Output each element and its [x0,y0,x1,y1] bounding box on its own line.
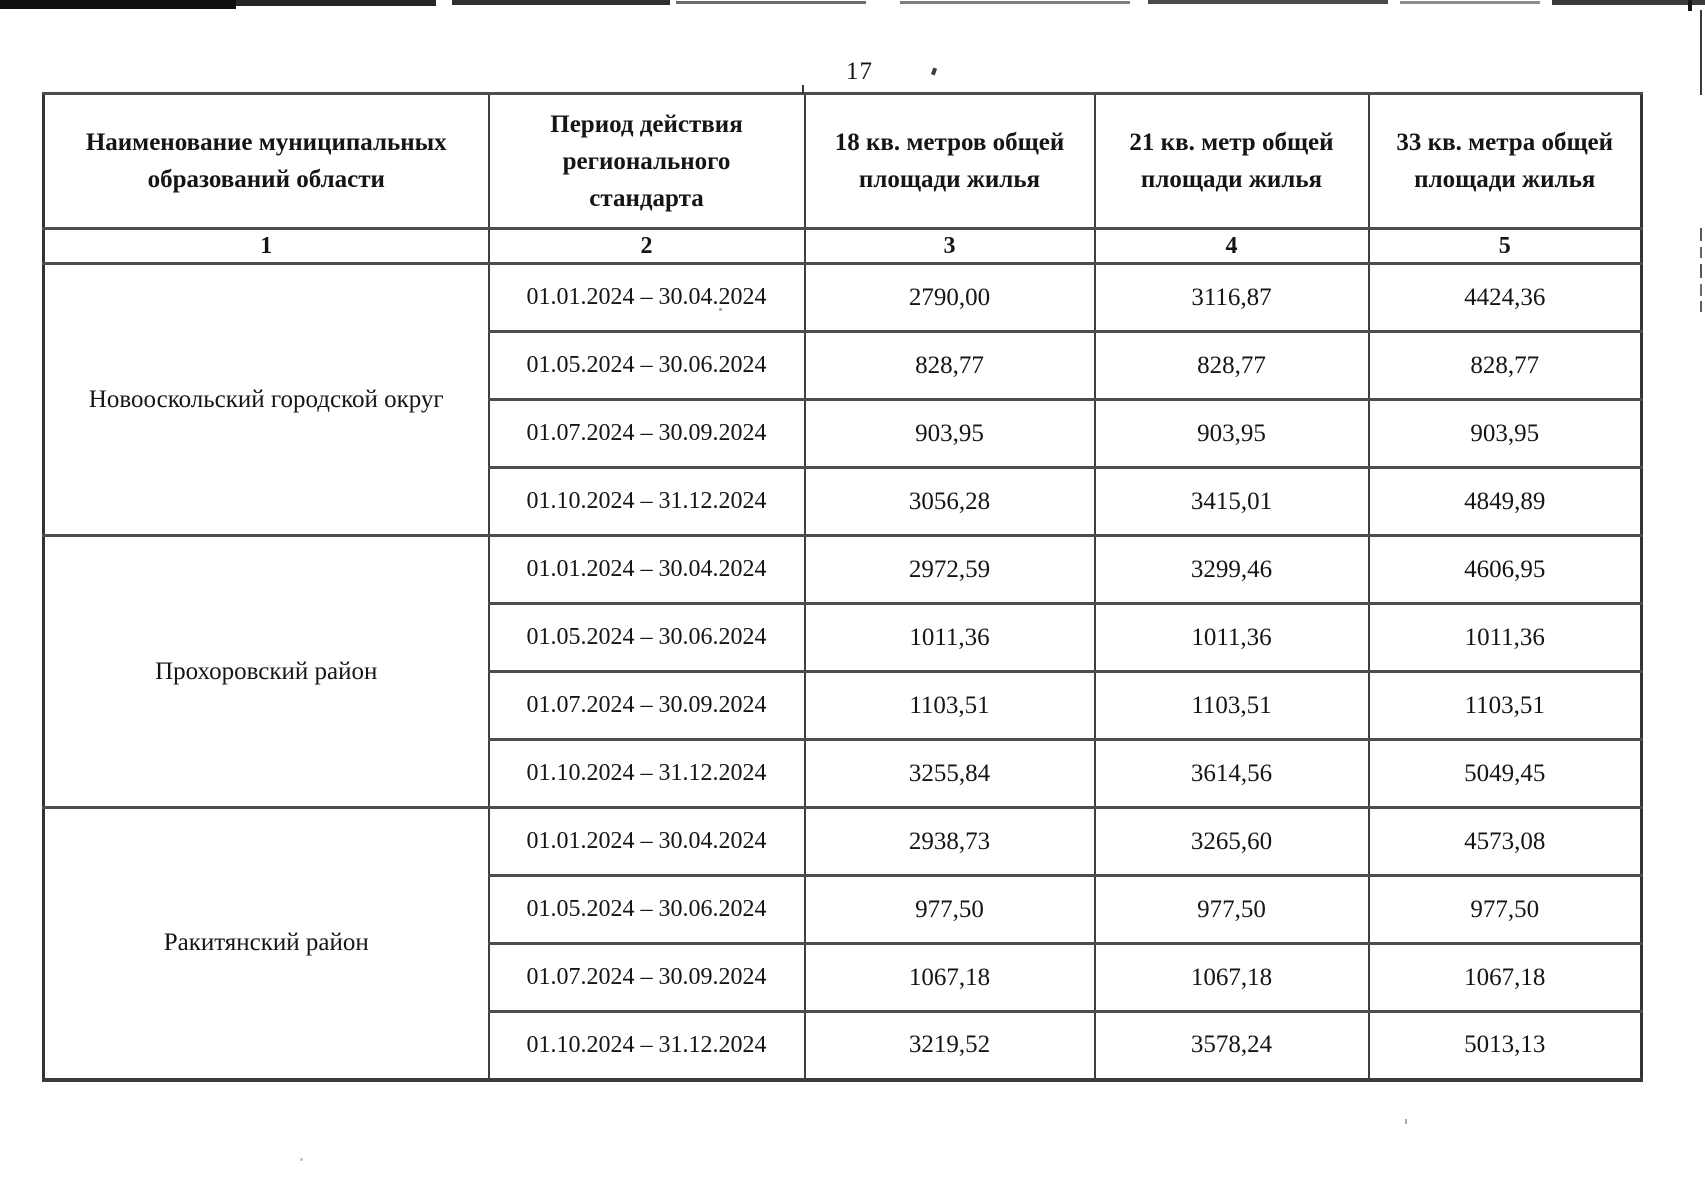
value-cell-21: 3578,24 [1093,1010,1370,1081]
period-cell: 01.10.2024 – 31.12.2024 [487,466,806,537]
value-cell-21: 3415,01 [1093,466,1370,537]
value-cell-18: 2938,73 [803,806,1096,877]
value-cell-33: 4424,36 [1367,262,1643,333]
period-cell: 01.05.2024 – 30.06.2024 [487,330,806,401]
period-cell: 01.01.2024 – 30.04.2024 [487,806,806,877]
header-municipality: Наименование муниципальных образований о… [42,92,490,230]
table-row: 01.05.2024 – 30.06.2024 828,77 828,77 82… [44,330,1643,401]
value-cell-18: 2972,59 [803,534,1096,605]
municipality-cell: Прохоровский район [42,534,490,809]
scan-artifact-top-band [0,0,236,9]
table-row: 01.10.2024 – 31.12.2024 3219,52 3578,24 … [44,1010,1643,1081]
value-cell-33: 4849,89 [1367,466,1643,537]
value-cell-18: 3219,52 [803,1010,1096,1081]
period-cell: 01.01.2024 – 30.04.2024 [487,534,806,605]
value-cell-21: 977,50 [1093,874,1370,945]
scan-artifact-right-dash [1700,228,1702,241]
scan-artifact-right-dash [1700,264,1702,278]
municipality-cell: Новооскольский городской округ [42,262,490,537]
table-row: 01.05.2024 – 30.06.2024 977,50 977,50 97… [44,874,1643,945]
page-number: 17 [846,58,873,85]
scan-artifact-right-dash [1700,301,1702,312]
table-row: 01.07.2024 – 30.09.2024 903,95 903,95 90… [44,398,1643,469]
table-row: Ракитянский район 01.01.2024 – 30.04.202… [42,806,1643,1081]
value-cell-33: 1011,36 [1367,602,1643,673]
header-33sqm: 33 кв. метра общей площади жилья [1367,92,1643,230]
scan-artifact-right-line [1700,10,1702,95]
header-period: Период действия регионального стандарта [487,92,806,230]
municipality-cell: Ракитянский район [42,806,490,1081]
table-row: 01.10.2024 – 31.12.2024 3056,28 3415,01 … [44,466,1643,537]
scan-artifact-top-band [452,0,670,5]
scan-artifact-top-band [900,1,1130,4]
value-cell-21: 903,95 [1093,398,1370,469]
value-cell-33: 5049,45 [1367,738,1643,809]
value-cell-33: 5013,13 [1367,1010,1643,1081]
value-cell-33: 977,50 [1367,874,1643,945]
value-cell-21: 3614,56 [1093,738,1370,809]
table-row: Прохоровский район 01.01.2024 – 30.04.20… [42,534,1643,809]
period-cell: 01.10.2024 – 31.12.2024 [487,738,806,809]
period-cell: 01.05.2024 – 30.06.2024 [487,874,806,945]
scan-artifact-tick [930,67,938,76]
scan-artifact-speck [300,1158,303,1161]
value-cell-18: 1011,36 [803,602,1096,673]
scan-artifact-right-dash [1700,247,1702,258]
scan-artifact-top-band [236,0,436,6]
scan-artifact-right-dash [1700,284,1702,296]
value-cell-21: 1011,36 [1093,602,1370,673]
value-cell-18: 977,50 [803,874,1096,945]
table-row: 01.05.2024 – 30.06.2024 1011,36 1011,36 … [44,602,1643,673]
header-18sqm: 18 кв. метров общей площади жилья [803,92,1096,230]
value-cell-21: 3116,87 [1093,262,1370,333]
period-cell: 01.07.2024 – 30.09.2024 [487,398,806,469]
value-cell-18: 3056,28 [803,466,1096,537]
value-cell-21: 3265,60 [1093,806,1370,877]
value-cell-33: 1067,18 [1367,942,1643,1013]
table-row: Новооскольский городской округ 01.01.202… [42,262,1643,537]
scan-artifact-top-band [676,1,866,4]
value-cell-33: 4573,08 [1367,806,1643,877]
value-cell-18: 3255,84 [803,738,1096,809]
table-row: 01.10.2024 – 31.12.2024 3255,84 3614,56 … [44,738,1643,809]
value-cell-33: 903,95 [1367,398,1643,469]
value-cell-21: 1067,18 [1093,942,1370,1013]
value-cell-33: 1103,51 [1367,670,1643,741]
column-number: 5 [1367,227,1643,265]
column-number: 4 [1093,227,1370,265]
value-cell-33: 4606,95 [1367,534,1643,605]
scan-artifact-speck [1405,1119,1407,1124]
column-number: 1 [42,227,490,265]
value-cell-21: 1103,51 [1093,670,1370,741]
table-row: 01.07.2024 – 30.09.2024 1067,18 1067,18 … [44,942,1643,1013]
table-header-row: Наименование муниципальных образований о… [42,92,1643,230]
scan-artifact-top-band [1400,1,1540,4]
header-21sqm: 21 кв. метр общей площади жилья [1093,92,1370,230]
period-cell: 01.07.2024 – 30.09.2024 [487,942,806,1013]
column-number-row: 1 2 3 4 5 [42,227,1643,265]
value-cell-18: 1067,18 [803,942,1096,1013]
period-cell: 01.05.2024 – 30.06.2024 [487,602,806,673]
scan-artifact-corner-tick [1688,0,1692,11]
scan-artifact-top-band [1148,0,1388,4]
value-cell-21: 828,77 [1093,330,1370,401]
value-cell-18: 2790,00 [803,262,1096,333]
column-number: 2 [487,227,806,265]
value-cell-18: 903,95 [803,398,1096,469]
period-cell: 01.07.2024 – 30.09.2024 [487,670,806,741]
value-cell-18: 1103,51 [803,670,1096,741]
table-row: 01.07.2024 – 30.09.2024 1103,51 1103,51 … [44,670,1643,741]
scan-artifact-top-band [1552,0,1705,5]
value-cell-21: 3299,46 [1093,534,1370,605]
period-cell: 01.01.2024 – 30.04.2024 [487,262,806,333]
value-cell-18: 828,77 [803,330,1096,401]
column-number: 3 [803,227,1096,265]
value-cell-33: 828,77 [1367,330,1643,401]
housing-standards-table: Наименование муниципальных образований о… [42,92,1643,1082]
period-cell: 01.10.2024 – 31.12.2024 [487,1010,806,1081]
